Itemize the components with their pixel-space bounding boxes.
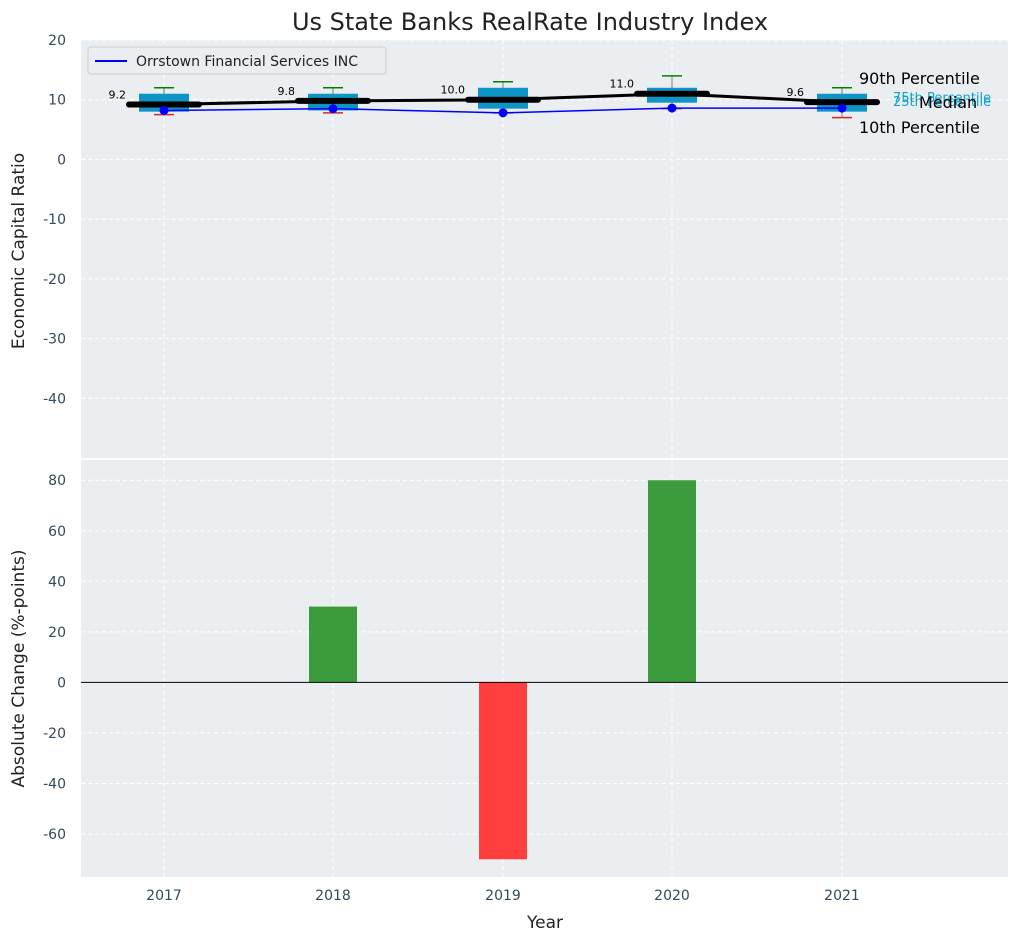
p90-annotation: 90th Percentile [859,69,980,88]
change-bar [479,682,527,860]
median-value-label: 11.0 [610,78,635,91]
bottom-y-axis-label: Absolute Change (%-points) [9,550,29,788]
x-axis-label: Year [526,913,563,933]
company-point [667,103,677,113]
bottom-y-tick-label: -20 [43,726,66,742]
top-y-tick-label: 10 [48,93,66,109]
bottom-y-tick-label: 60 [48,524,66,540]
legend-box [87,46,387,75]
top-y-tick-label: 0 [57,152,66,168]
top-y-tick-label: -20 [43,272,66,288]
legend-label: Orrstown Financial Services INC [136,54,358,70]
top-y-tick-label: 20 [48,33,66,49]
bottom-y-tick-label: 80 [48,473,66,489]
top-panel: 20 10 0 -10 -20 -30 -40 9.2 9.8 10.0 11.0 9.6 90th… [9,33,1008,458]
median-value-label: 9.2 [109,88,127,101]
bottom-y-tick-label: 0 [57,675,66,691]
bottom-y-tick-label: -40 [43,776,66,792]
legend: Orrstown Financial Services INC [87,46,387,75]
x-tick-label: 2021 [824,888,860,904]
x-tick-label: 2020 [654,888,690,904]
median-annotation: Median [919,93,977,112]
bottom-y-tick-label: -60 [43,827,66,843]
bottom-plot-area [81,460,1008,877]
median-value-label: 9.6 [787,86,805,99]
bottom-y-tick-label: 40 [48,574,66,590]
company-point [498,108,508,118]
x-tick-label: 2019 [485,888,521,904]
x-tick-label: 2017 [146,888,182,904]
change-bar [648,480,696,683]
median-value-label: 10.0 [441,84,466,97]
median-value-label: 9.8 [278,85,296,98]
x-tick-label: 2018 [315,888,351,904]
company-point [837,103,847,113]
change-bar [309,606,357,683]
bottom-y-tick-label: 20 [48,625,66,641]
q25-annotation: 25th Percentile [893,95,991,110]
p10-annotation: 10th Percentile [859,118,980,137]
company-point [159,105,169,115]
top-y-tick-label: -40 [43,391,66,407]
top-y-tick-label: -30 [43,332,66,348]
top-y-tick-label: -10 [43,212,66,228]
q75-annotation: 75th Percentile [893,91,991,106]
top-y-axis-label: Economic Capital Ratio [9,153,29,349]
company-point [328,104,338,114]
chart-title: Us State Banks RealRate Industry Index [292,8,768,36]
